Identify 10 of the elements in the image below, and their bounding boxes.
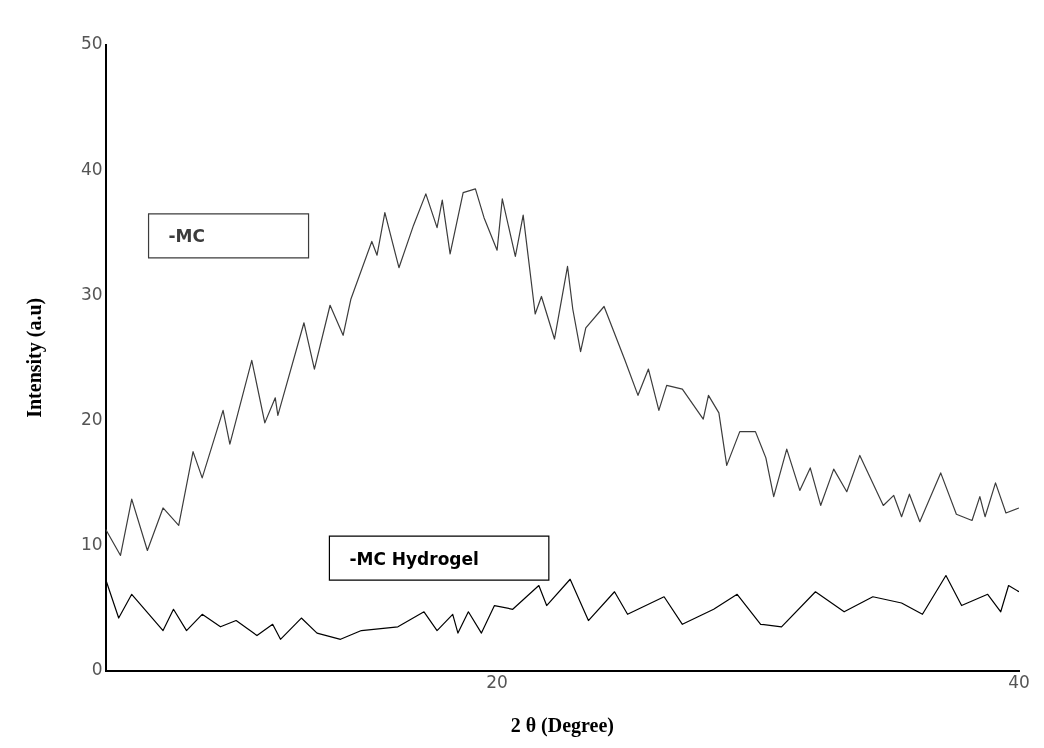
y-tick-label: 30 [80, 283, 103, 304]
text: -MC [168, 226, 206, 247]
text: -MC Hydrogel [349, 548, 479, 569]
y-tick-label: 40 [80, 158, 103, 179]
y-tick-label: 10 [80, 533, 103, 554]
y-tick-label: 0 [91, 659, 103, 680]
y-tick-label: 50 [80, 33, 103, 54]
x-axis-title: 2 θ (Degree) [510, 714, 614, 738]
y-tick-label: 20 [80, 408, 103, 429]
y-axis-title: Intensity (a.u) [23, 297, 47, 418]
